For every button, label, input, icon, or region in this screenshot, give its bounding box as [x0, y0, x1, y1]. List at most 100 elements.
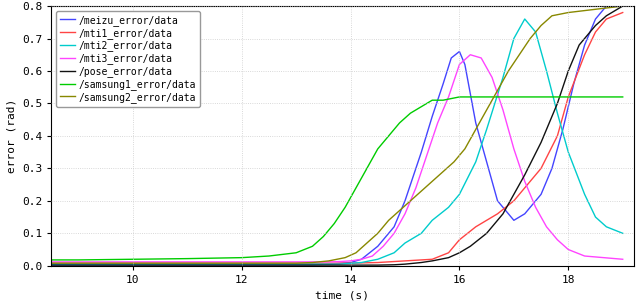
/mti3_error/data	[619, 257, 627, 261]
/samsung2_error/data	[526, 37, 534, 40]
/samsung1_error/data	[439, 98, 447, 102]
/meizu_error/data	[559, 127, 566, 131]
/meizu_error/data	[602, 4, 610, 8]
/mti2_error/data	[417, 231, 425, 235]
/samsung2_error/data	[504, 69, 512, 73]
/mti2_error/data	[543, 69, 550, 73]
/samsung2_error/data	[352, 251, 360, 255]
/meizu_error/data	[428, 114, 436, 118]
/samsung2_error/data	[428, 179, 436, 183]
/samsung2_error/data	[483, 108, 490, 112]
/pose_error/data	[47, 263, 55, 267]
/mti2_error/data	[428, 219, 436, 222]
/mti1_error/data	[537, 167, 545, 170]
/samsung1_error/data	[363, 167, 371, 170]
/samsung1_error/data	[47, 258, 55, 262]
/pose_error/data	[390, 263, 398, 267]
/samsung2_error/data	[472, 127, 479, 131]
/samsung2_error/data	[292, 261, 300, 265]
Line: /mti3_error/data: /mti3_error/data	[51, 55, 623, 262]
/mti2_error/data	[564, 150, 572, 154]
/samsung2_error/data	[537, 24, 545, 27]
/pose_error/data	[564, 69, 572, 73]
/pose_error/data	[445, 256, 452, 259]
/samsung1_error/data	[385, 134, 392, 138]
/mti1_error/data	[493, 212, 501, 216]
/meizu_error/data	[447, 56, 455, 60]
/mti3_error/data	[412, 186, 420, 190]
/meizu_error/data	[308, 263, 316, 267]
/samsung2_error/data	[385, 219, 392, 222]
/mti2_error/data	[499, 76, 507, 79]
/samsung1_error/data	[265, 254, 273, 258]
/meizu_error/data	[461, 63, 468, 66]
/mti1_error/data	[428, 257, 436, 261]
/samsung2_error/data	[461, 147, 468, 151]
/pose_error/data	[537, 141, 545, 144]
/pose_error/data	[401, 262, 409, 266]
/pose_error/data	[521, 173, 529, 177]
/mti3_error/data	[456, 63, 463, 66]
/meizu_error/data	[417, 150, 425, 154]
/samsung2_error/data	[341, 256, 349, 259]
/samsung1_error/data	[341, 205, 349, 209]
/meizu_error/data	[548, 167, 556, 170]
/mti2_error/data	[47, 262, 55, 266]
Line: /samsung1_error/data: /samsung1_error/data	[51, 97, 623, 260]
Line: /pose_error/data: /pose_error/data	[51, 6, 623, 265]
/samsung1_error/data	[319, 235, 327, 238]
/mti2_error/data	[472, 160, 479, 164]
/samsung1_error/data	[352, 186, 360, 190]
/meizu_error/data	[521, 212, 529, 216]
/samsung1_error/data	[129, 257, 137, 261]
/mti2_error/data	[510, 37, 518, 40]
/mti2_error/data	[532, 30, 540, 34]
/mti3_error/data	[554, 238, 561, 242]
/pose_error/data	[602, 14, 610, 18]
/mti1_error/data	[591, 30, 599, 34]
/meizu_error/data	[472, 121, 479, 125]
/samsung1_error/data	[374, 147, 381, 151]
/pose_error/data	[510, 193, 518, 196]
/samsung1_error/data	[483, 95, 490, 99]
/mti1_error/data	[47, 261, 55, 265]
/mti3_error/data	[521, 179, 529, 183]
/pose_error/data	[428, 259, 436, 263]
/meizu_error/data	[591, 17, 599, 21]
/meizu_error/data	[347, 261, 355, 264]
/mti3_error/data	[380, 245, 387, 248]
/mti1_error/data	[602, 17, 610, 21]
/mti3_error/data	[434, 121, 442, 125]
/samsung1_error/data	[591, 95, 599, 99]
/mti3_error/data	[564, 248, 572, 251]
/meizu_error/data	[580, 43, 588, 47]
/mti3_error/data	[390, 231, 398, 235]
/mti3_error/data	[580, 254, 588, 258]
/meizu_error/data	[401, 199, 409, 203]
/mti3_error/data	[543, 225, 550, 229]
/mti2_error/data	[374, 257, 381, 261]
/samsung1_error/data	[537, 95, 545, 99]
/samsung1_error/data	[428, 98, 436, 102]
/mti1_error/data	[319, 261, 327, 265]
/pose_error/data	[483, 231, 490, 235]
/samsung1_error/data	[510, 95, 518, 99]
/mti2_error/data	[554, 111, 561, 115]
/samsung1_error/data	[406, 111, 414, 115]
/samsung1_error/data	[396, 121, 403, 125]
/mti1_error/data	[580, 53, 588, 56]
/mti3_error/data	[292, 260, 300, 264]
/mti2_error/data	[336, 262, 344, 266]
/mti3_error/data	[499, 108, 507, 112]
/mti1_error/data	[456, 238, 463, 242]
/meizu_error/data	[358, 257, 365, 261]
/mti1_error/data	[401, 259, 409, 263]
/pose_error/data	[467, 245, 474, 248]
/samsung2_error/data	[374, 231, 381, 235]
/mti3_error/data	[510, 147, 518, 151]
/mti2_error/data	[521, 17, 529, 21]
Y-axis label: error (rad): error (rad)	[6, 99, 17, 173]
/samsung2_error/data	[439, 170, 447, 173]
/meizu_error/data	[456, 50, 463, 53]
/meizu_error/data	[493, 199, 501, 203]
